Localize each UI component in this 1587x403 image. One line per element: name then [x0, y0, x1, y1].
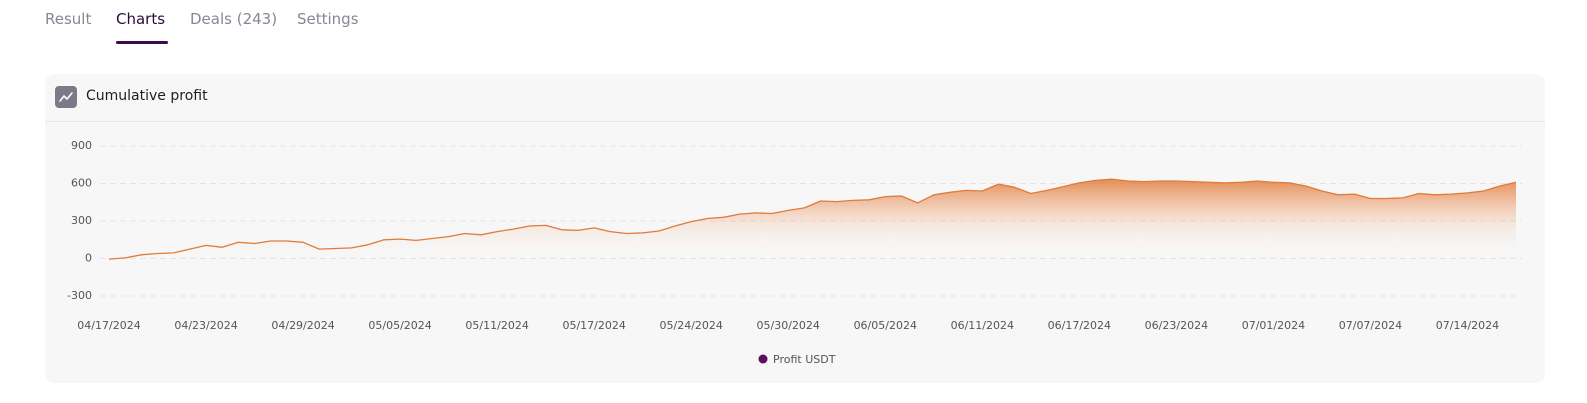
x-tick-label: 06/11/2024	[951, 319, 1014, 332]
y-tick-label: 900	[71, 139, 92, 152]
x-tick-label: 07/14/2024	[1436, 319, 1499, 332]
y-tick-label: 0	[85, 252, 92, 265]
x-tick-label: 06/05/2024	[854, 319, 917, 332]
y-tick-label: 300	[71, 214, 92, 227]
x-tick-label: 07/01/2024	[1242, 319, 1305, 332]
x-tick-label: 04/23/2024	[174, 319, 237, 332]
x-tick-label: 05/11/2024	[465, 319, 528, 332]
x-tick-label: 06/17/2024	[1048, 319, 1111, 332]
legend-label: Profit USDT	[773, 353, 836, 366]
x-tick-label: 06/23/2024	[1145, 319, 1208, 332]
tab[interactable]: Settings	[297, 10, 359, 28]
active-tab-underline	[116, 41, 168, 44]
legend-marker	[758, 354, 768, 364]
x-tick-label: 05/30/2024	[757, 319, 820, 332]
tab[interactable]: Result	[45, 10, 92, 28]
x-tick-label: 05/24/2024	[660, 319, 723, 332]
x-tick-label: 04/17/2024	[77, 319, 140, 332]
card-header: Cumulative profit	[45, 74, 1545, 122]
line	[108, 178, 1517, 260]
chart-icon	[55, 86, 77, 108]
tab[interactable]: Charts	[116, 10, 166, 28]
y-tick-label: 600	[71, 177, 92, 190]
x-tick-label: 05/17/2024	[562, 319, 625, 332]
card-title: Cumulative profit	[86, 88, 208, 104]
area	[109, 179, 1516, 260]
x-tick-label: 04/29/2024	[271, 319, 334, 332]
y-tick-label: -300	[67, 289, 92, 302]
icon-glyph	[59, 92, 73, 102]
tab[interactable]: Deals (243)	[190, 10, 278, 28]
x-tick-label: 07/07/2024	[1339, 319, 1402, 332]
x-tick-label: 05/05/2024	[368, 319, 431, 332]
